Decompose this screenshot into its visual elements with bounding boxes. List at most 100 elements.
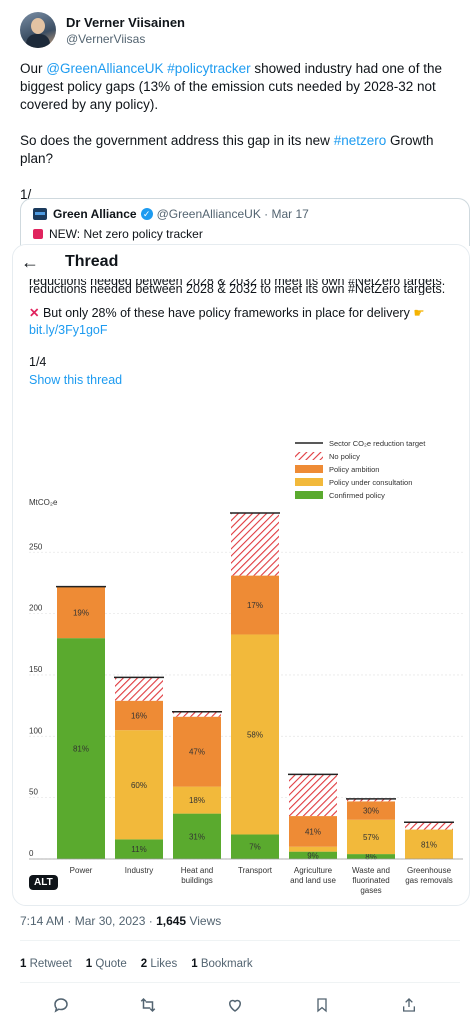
quotes-label: Quote <box>95 958 127 970</box>
y-tick-label: 250 <box>29 542 43 551</box>
tweet-paragraph-3: 1/ <box>20 187 32 202</box>
action-bar <box>20 994 450 1016</box>
data-label: 31% <box>189 832 205 841</box>
data-label: 18% <box>189 796 205 805</box>
bar-segment <box>289 774 337 817</box>
legend-swatch <box>295 452 323 460</box>
bookmark-icon[interactable] <box>311 994 333 1016</box>
thread-link[interactable]: bit.ly/3Fy1goF <box>29 323 108 337</box>
thread-title: Thread <box>65 253 119 270</box>
quoted-tweet[interactable]: Green Alliance ✓ @GreenAllianceUK · Mar … <box>20 198 470 246</box>
category-label: gases <box>360 886 381 895</box>
bar-segment <box>115 677 163 701</box>
quote-header: Green Alliance ✓ @GreenAllianceUK · Mar … <box>33 207 309 221</box>
bar-segment <box>347 798 395 802</box>
data-label: 60% <box>131 781 147 790</box>
bar-segment <box>231 513 279 576</box>
bar-segment <box>231 634 279 835</box>
divider <box>20 940 460 941</box>
hashtag-link[interactable]: #netzero <box>333 133 387 148</box>
views-label: Views <box>186 914 222 928</box>
text-segment: So does the government address this gap … <box>20 133 334 148</box>
stacked-bar-chart: MtCO₂e 0 50 100 150 200 250 81% 19% Power 11% 60% 16… <box>29 439 463 895</box>
thread-cut-line-visible: reductions needed between 2028 & 2032 to… <box>29 283 446 295</box>
cross-mark-icon: ✕ <box>29 306 40 320</box>
legend-swatch <box>295 478 323 486</box>
quote-line-text: NEW: Net zero policy tracker <box>49 227 203 241</box>
category-label: Agriculture <box>294 866 333 875</box>
bar-segment <box>405 829 453 859</box>
legend-label: Policy ambition <box>329 465 379 474</box>
data-label: 9% <box>307 851 319 860</box>
bar-segment <box>231 575 279 635</box>
data-label: 11% <box>131 845 146 854</box>
category-label: fluorinated <box>352 876 389 885</box>
category-label: Power <box>70 866 93 875</box>
views-count: 1,645 <box>156 914 187 928</box>
back-arrow-icon[interactable]: ← <box>21 251 39 272</box>
reply-icon[interactable] <box>50 994 72 1016</box>
bar-segment <box>405 822 453 830</box>
bar-segment <box>173 711 221 717</box>
bar-segment <box>289 816 337 847</box>
likes-stat[interactable]: 2 Likes <box>141 958 177 970</box>
bar-segment <box>57 586 105 639</box>
legend-label: No policy <box>329 452 360 461</box>
data-label: 16% <box>131 711 147 720</box>
author-handle[interactable]: @VernerViisas <box>66 31 146 46</box>
legend-swatch <box>295 491 323 499</box>
quote-handle-date: @GreenAllianceUK · Mar 17 <box>156 207 309 221</box>
data-label: 17% <box>247 601 263 610</box>
tweet-author[interactable]: Dr Verner Viisainen @VernerViisas <box>20 10 185 50</box>
chart-image[interactable]: MtCO₂e 0 50 100 150 200 250 81% 19% Power 11% 60% 16… <box>27 427 467 897</box>
bar-segment <box>347 819 395 855</box>
tweet-text: Our @GreenAllianceUK #policytracker show… <box>20 60 460 222</box>
quotes-count: 1 <box>85 958 93 970</box>
mention-link[interactable]: @GreenAllianceUK <box>46 61 164 76</box>
bookmarks-label: Bookmark <box>200 958 253 970</box>
retweets-stat[interactable]: 1 Retweet <box>20 958 72 970</box>
bar-segment <box>347 854 395 859</box>
bar-segment <box>347 801 395 820</box>
data-label: 81% <box>421 840 437 849</box>
author-name[interactable]: Dr Verner Viisainen <box>66 14 185 30</box>
red-square-icon <box>33 229 43 239</box>
retweet-icon[interactable] <box>137 994 159 1016</box>
data-label: 41% <box>305 827 321 836</box>
alt-badge[interactable]: ALT <box>29 875 58 890</box>
bar-segment <box>57 638 105 859</box>
likes-label: Likes <box>150 958 178 970</box>
text-segment: showed industry had one of the biggest p… <box>20 61 442 112</box>
category-label: gas removals <box>405 876 453 885</box>
bookmarks-stat[interactable]: 1 Bookmark <box>191 958 252 970</box>
y-tick-label: 100 <box>29 726 43 735</box>
legend-label: Policy under consultation <box>329 478 412 487</box>
bar-segment <box>231 834 279 859</box>
tweet-paragraph-1: Our @GreenAllianceUK #policytracker show… <box>20 60 460 114</box>
category-label: Heat and <box>181 866 213 875</box>
bar-segment <box>289 846 337 852</box>
y-tick-label: 50 <box>29 788 38 797</box>
show-thread-link[interactable]: Show this thread <box>29 373 123 387</box>
data-label: 57% <box>363 833 379 842</box>
y-axis-label: MtCO₂e <box>29 498 58 507</box>
likes-count: 2 <box>140 958 148 970</box>
author-text: Dr Verner Viisainen @VernerViisas <box>66 15 185 46</box>
bar-segment <box>173 786 221 814</box>
quotes-stat[interactable]: 1 Quote <box>86 958 127 970</box>
tweet-timestamp[interactable]: 7:14 AM · Mar 30, 2023 · 1,645 Views <box>20 914 221 928</box>
data-label: 8% <box>365 853 377 862</box>
share-icon[interactable] <box>398 994 420 1016</box>
avatar[interactable] <box>20 12 56 48</box>
like-icon[interactable] <box>224 994 246 1016</box>
category-label: buildings <box>181 876 213 885</box>
category-label: Waste and <box>352 866 390 875</box>
hashtag-link[interactable]: #policytracker <box>167 61 251 76</box>
category-label: Greenhouse <box>407 866 452 875</box>
bar-segment <box>115 700 163 731</box>
bookmarks-count: 1 <box>191 958 198 970</box>
data-label: 19% <box>73 608 89 617</box>
quote-avatar <box>33 208 47 220</box>
thread-number: 1/4 <box>29 355 47 369</box>
category-label: and land use <box>290 876 336 885</box>
